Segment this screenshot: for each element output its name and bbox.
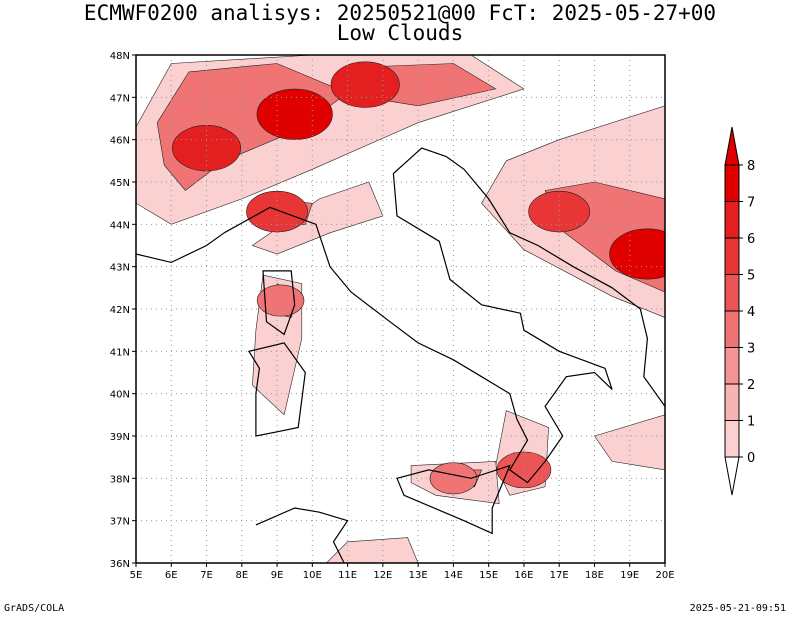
lat-tick-label: 43N [110, 263, 130, 274]
lat-tick-label: 41N [110, 347, 130, 358]
sardinia-coastline [247, 342, 306, 437]
colorbar-label: 4 [747, 305, 755, 320]
lat-tick-label: 42N [110, 305, 130, 316]
lat-tick-label: 45N [110, 178, 130, 189]
colorbar-box [724, 237, 740, 275]
colorbar-box [724, 274, 740, 312]
lon-tick-label: 8E [235, 570, 248, 581]
lat-tick-label: 37N [110, 517, 130, 528]
colorbar-label: 5 [747, 269, 755, 284]
colorbar-label: 8 [747, 159, 755, 174]
axis-ticks: 5E 6E 7E 8E 9E 10E 11E 12E 13E 14E 15E 16E 17E 18E 19E… [110, 51, 675, 581]
corsica-coastline [262, 270, 296, 336]
colorbar-label: 6 [747, 232, 755, 247]
cloud-core-croatia-coast [528, 190, 591, 233]
cloud-core-calabria-south [496, 451, 552, 489]
lat-tick-label: 46N [110, 136, 130, 147]
colorbar-label: 0 [747, 451, 755, 466]
cloud-core-alps-central [256, 88, 333, 140]
colorbar-box [724, 383, 740, 421]
lat-tick-label: 40N [110, 390, 130, 401]
coastline-layer [136, 147, 665, 563]
cloud-core-alps-west [172, 125, 242, 172]
lon-tick-label: 14E [444, 570, 463, 581]
italy-coastline [223, 147, 613, 484]
lon-tick-label: 12E [373, 570, 392, 581]
cloud-area-low [325, 537, 419, 563]
colorbar-box [724, 310, 740, 348]
sicily-coastline [396, 464, 511, 535]
lon-tick-label: 10E [303, 570, 322, 581]
colorbar-box [724, 164, 740, 202]
lon-tick-label: 6E [165, 570, 178, 581]
lon-tick-label: 7E [200, 570, 213, 581]
cloud-core-sardinia-north [256, 284, 305, 317]
lon-tick-label: 16E [514, 570, 533, 581]
colorbar-label: 2 [747, 378, 755, 393]
colorbar-box [724, 420, 740, 458]
colorbar-box [724, 347, 740, 385]
grid-lines [136, 55, 665, 563]
cloud-core-ligurian [246, 190, 308, 233]
colorbar-top-arrow [724, 126, 740, 166]
colorbar-box [724, 201, 740, 239]
colorbar-label: 3 [747, 342, 755, 357]
lat-tick-label: 48N [110, 51, 130, 62]
lat-tick-label: 36N [110, 559, 130, 570]
colorbar-label: 7 [747, 196, 755, 211]
lon-tick-label: 17E [550, 570, 569, 581]
cloud-core-bosnia-south [609, 228, 665, 280]
chart-title: ECMWF0200 analisys: 20250521@00 FcT: 202… [83, 1, 717, 25]
colorbar: 0 1 2 3 4 5 6 7 8 [724, 126, 755, 496]
lon-tick-label: 11E [338, 570, 357, 581]
france-coastline [136, 232, 225, 264]
lon-tick-label: 13E [409, 570, 428, 581]
lon-tick-label: 18E [585, 570, 604, 581]
cloud-core-alps-north [330, 61, 400, 108]
balkan-coastline [445, 156, 665, 407]
lon-tick-label: 20E [655, 570, 674, 581]
lon-tick-label: 19E [620, 570, 639, 581]
cloud-area-low [594, 414, 665, 471]
lon-tick-label: 9E [271, 570, 284, 581]
cloud-fill-layer [136, 55, 665, 563]
footer-timestamp: 2025-05-21-09:51 [689, 603, 786, 614]
lat-tick-label: 38N [110, 474, 130, 485]
colorbar-label: 1 [747, 415, 755, 430]
africa-coastline [255, 507, 349, 563]
chart-subtitle: Low Clouds [336, 21, 464, 45]
colorbar-bottom-arrow [724, 456, 740, 496]
footer-left-label: GrADS/COLA [4, 603, 65, 614]
lon-tick-label: 5E [130, 570, 143, 581]
lat-tick-label: 47N [110, 93, 130, 104]
lat-tick-label: 44N [110, 220, 130, 231]
lon-tick-label: 15E [479, 570, 498, 581]
lat-tick-label: 39N [110, 432, 130, 443]
